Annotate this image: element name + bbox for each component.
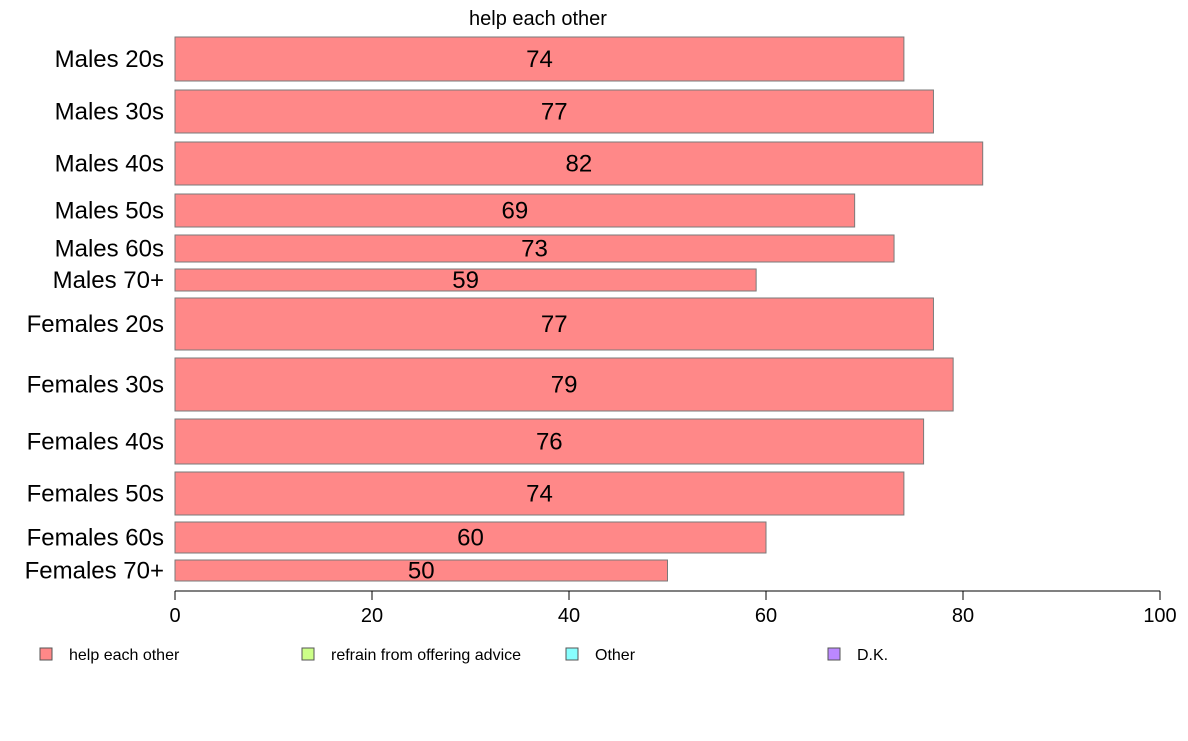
legend-swatch [39, 647, 53, 661]
category-label: Females 70+ [25, 558, 164, 585]
bar [174, 268, 757, 292]
category-labels-group: Males 20s Males 30s Males 40s Males 50s Male… [25, 46, 164, 585]
bar [174, 36, 905, 82]
x-tick-label: 60 [755, 605, 777, 627]
legend: help each other refrain from offering adv… [39, 647, 888, 664]
legend-swatch [565, 647, 579, 661]
bar-value-label: 59 [452, 267, 479, 294]
category-label: Females 60s [27, 525, 164, 552]
bar [174, 297, 934, 351]
bar [174, 559, 668, 582]
bar-value-label: 79 [551, 372, 578, 399]
bar [174, 357, 954, 412]
x-tick-label: 40 [558, 605, 580, 627]
bar-value-label: 82 [565, 151, 592, 178]
legend-label: D.K. [857, 647, 888, 664]
category-label: Males 40s [55, 151, 164, 178]
legend-label: help each other [69, 647, 180, 664]
bar [174, 141, 984, 186]
bar-value-label: 74 [526, 46, 553, 73]
legend-swatch [827, 647, 841, 661]
bar-value-label: 73 [521, 236, 548, 263]
category-label: Males 30s [55, 99, 164, 126]
bar-value-label: 60 [457, 525, 484, 552]
legend-swatch [301, 647, 315, 661]
bar-value-label: 77 [541, 99, 568, 126]
x-axis: 0 20 40 60 80 100 [169, 590, 1177, 627]
category-label: Males 20s [55, 46, 164, 73]
bar [174, 521, 767, 554]
category-label: Females 20s [27, 311, 164, 338]
category-label: Males 50s [55, 198, 164, 225]
bar [174, 418, 925, 465]
bar-value-label: 76 [536, 429, 563, 456]
bar [174, 193, 856, 228]
category-label: Males 60s [55, 236, 164, 263]
x-tick-label: 0 [169, 605, 180, 627]
category-label: Females 50s [27, 481, 164, 508]
bars-group: 74 77 82 69 73 59 77 79 76 74 60 50 [174, 36, 984, 585]
chart-title: help each other [469, 8, 607, 30]
x-tick-label: 20 [361, 605, 383, 627]
bar [174, 471, 905, 516]
legend-label: Other [595, 647, 636, 664]
x-tick-label: 100 [1143, 605, 1176, 627]
legend-label: refrain from offering advice [331, 647, 521, 664]
category-label: Females 40s [27, 429, 164, 456]
category-label: Males 70+ [53, 267, 164, 294]
bar-value-label: 74 [526, 481, 553, 508]
bar [174, 234, 895, 263]
category-label: Females 30s [27, 372, 164, 399]
bar [174, 89, 934, 134]
x-tick-label: 80 [952, 605, 974, 627]
bar-value-label: 77 [541, 311, 568, 338]
bar-value-label: 69 [501, 198, 528, 225]
bar-value-label: 50 [408, 558, 435, 585]
